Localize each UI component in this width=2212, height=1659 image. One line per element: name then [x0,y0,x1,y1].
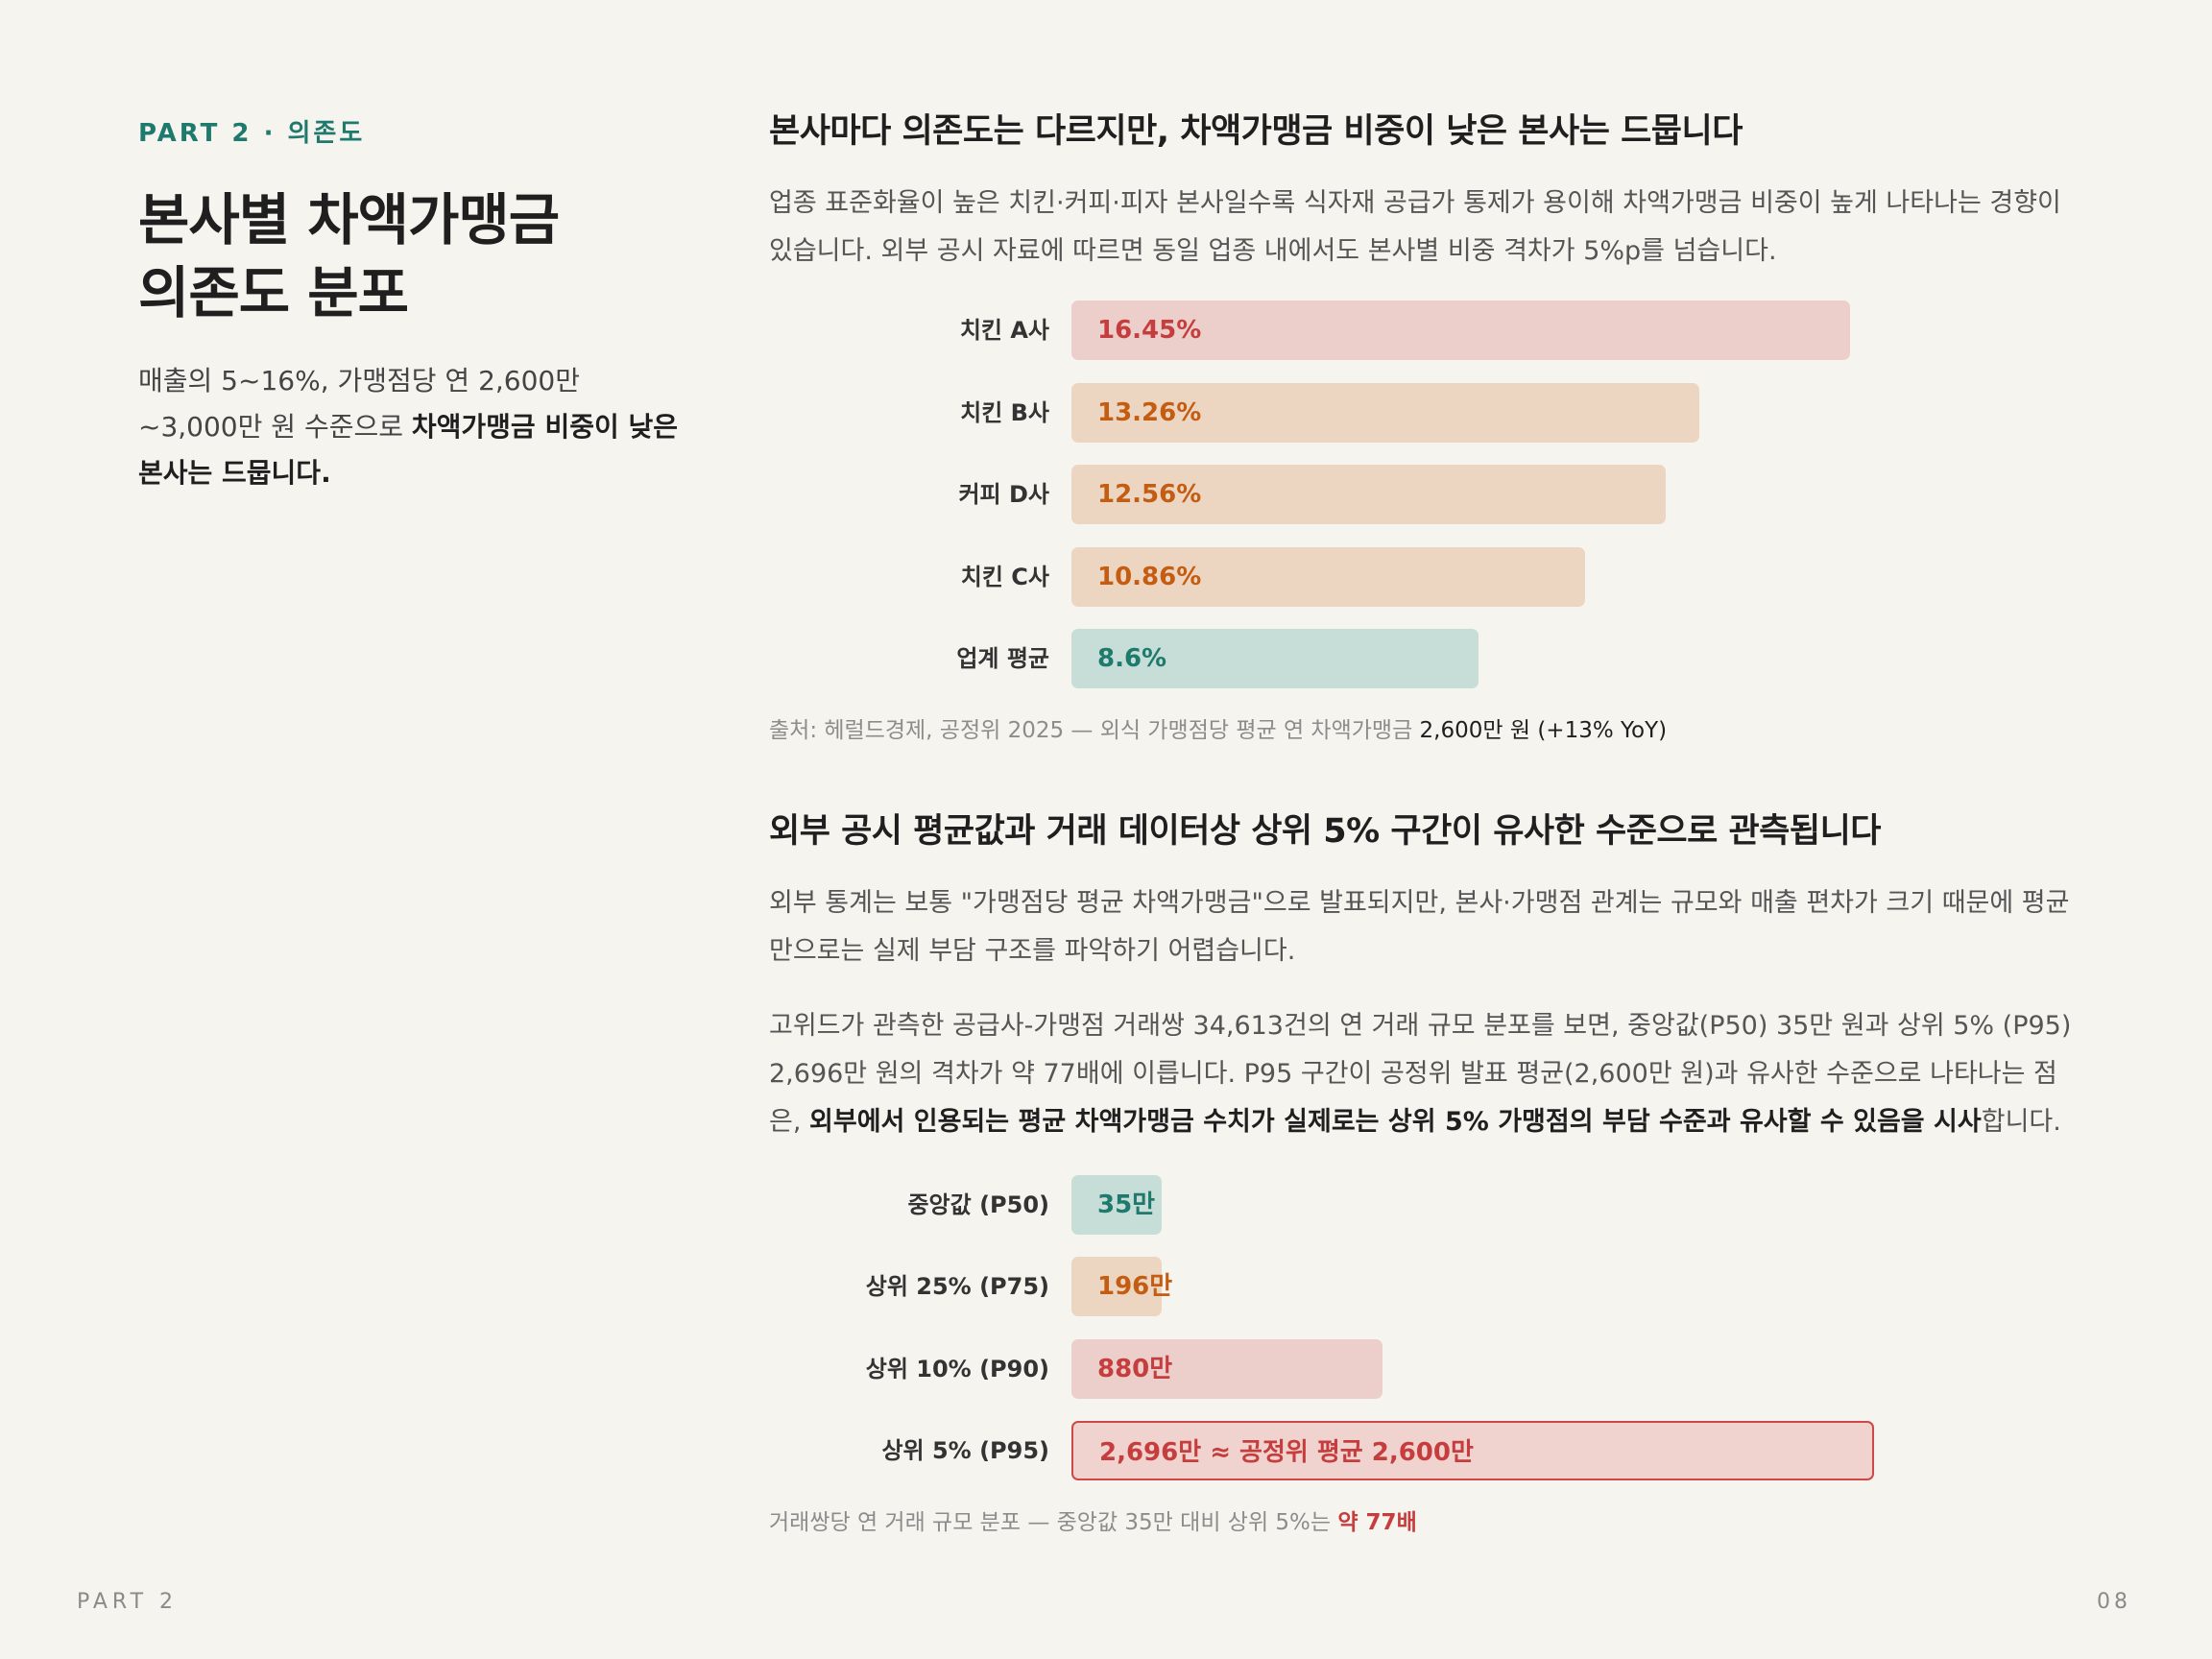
para-2-emphasis: 외부에서 인용되는 평균 차액가맹금 수치가 실제로는 상위 5% 가맹점의 부… [809,1106,1982,1137]
bar-row: 상위 25% (P75) 196만 [769,1257,2075,1316]
bar: 196만 [1071,1257,1172,1316]
bar-value-label: 10.86% [1097,562,1202,591]
bar: 8.6% [1071,629,1479,688]
bar-row: 커피 D사 12.56% [769,465,2075,524]
bar-category-label: 상위 10% (P90) [865,1355,1049,1382]
bar-value-label: 2,696만 ≈ 공정위 평균 2,600만 [1099,1438,1474,1467]
bar-category-label: 중앙값 (P50) [907,1190,1049,1218]
footer-section-label: PART 2 [77,1590,179,1614]
source-text: 거래쌍당 연 거래 규모 분포 — 중앙값 35만 대비 상위 5%는 [769,1509,1338,1535]
summary-emphasis: 차액가맹금 비중이 낮은 본사는 드뭅니다. [138,411,678,489]
bar-row: 업계 평균 8.6% [769,629,2075,688]
bar-category-label: 치킨 B사 [960,398,1049,426]
bar: 10.86% [1071,546,1585,607]
page-title: 본사별 차액가맹금 의존도 분포 [138,183,685,329]
bar-category-label: 치킨 A사 [959,317,1049,344]
para-2-text: 고위드가 관측한 공급사-가맹점 거래쌍 34,613건의 연 거래 규모 분포… [769,1010,2072,1137]
bar-row: 치킨 A사 16.45% [769,301,2075,360]
page-title-line-1: 본사별 차액가맹금 [138,187,560,252]
bar: 880만 [1071,1338,1382,1399]
bar: 13.26% [1071,382,1699,443]
bar-category-label: 치킨 C사 [960,563,1049,590]
section-1-heading: 본사마다 의존도는 다르지만, 차액가맹금 비중이 낮은 본사는 드뭅니다 [769,112,1743,151]
section-2-para-1: 외부 통계는 보통 "가맹점당 평균 차액가맹금"으로 발표되지만, 본사·가맹… [769,887,2070,966]
bar-row: 치킨 B사 13.26% [769,382,2075,443]
right-column: 본사마다 의존도는 다르지만, 차액가맹금 비중이 낮은 본사는 드뭅니다 업종… [769,104,2075,1536]
bar: 2,696만 ≈ 공정위 평균 2,600만 [1071,1421,1874,1480]
source-accent: 약 77배 [1337,1509,1417,1535]
page-summary: 매출의 5~16%, 가맹점당 연 2,600만 ~3,000만 원 수준으로 … [138,358,685,496]
bar-value-label: 13.26% [1097,397,1202,427]
bar-value-label: 12.56% [1097,480,1202,509]
bar-row: 상위 5% (P95) 2,696만 ≈ 공정위 평균 2,600만 [769,1421,2075,1480]
bar: 35만 [1071,1174,1162,1235]
dependency-ratio-bar-chart: 치킨 A사 16.45% 치킨 B사 13.26% 커피 D사 12.56% 치킨 C사 10… [769,301,2075,688]
bar-category-label: 커피 D사 [958,481,1049,508]
page-number: 08 [2097,1590,2131,1614]
source-text: 출처: 헤럴드경제, 공정위 2025 — 외식 가맹점당 평균 연 차액가맹금 [769,717,1420,743]
page-title-line-2: 의존도 분포 [138,260,409,325]
bar-row: 중앙값 (P50) 35만 [769,1174,2075,1235]
section-1-body: 업종 표준화율이 높은 치킨·커피·피자 본사일수록 식자재 공급가 통제가 용… [769,188,2061,266]
bar-value-label: 35만 [1097,1190,1156,1219]
section-2-heading: 외부 공시 평균값과 거래 데이터상 상위 5% 구간이 유사한 수준으로 관측… [769,811,1881,851]
section-eyebrow: PART 2 · 의존도 [138,119,366,148]
bar-value-label: 8.6% [1097,644,1167,673]
bar: 12.56% [1071,465,1666,524]
section-1-source: 출처: 헤럴드경제, 공정위 2025 — 외식 가맹점당 평균 연 차액가맹금… [769,711,2075,744]
section-2-para-2: 고위드가 관측한 공급사-가맹점 거래쌍 34,613건의 연 거래 규모 분포… [769,1002,2075,1146]
section-2-source: 거래쌍당 연 거래 규모 분포 — 중앙값 35만 대비 상위 5%는 약 77… [769,1503,2075,1536]
bar-row: 상위 10% (P90) 880만 [769,1338,2075,1399]
bar-value-label: 16.45% [1097,316,1202,345]
para-2-end: 합니다. [1981,1106,2061,1137]
bar: 16.45% [1071,301,1850,360]
left-column: PART 2 · 의존도 본사별 차액가맹금 의존도 분포 매출의 5~16%,… [138,113,685,496]
bar-value-label: 196만 [1097,1272,1173,1301]
bar-category-label: 상위 25% (P75) [865,1273,1049,1300]
source-highlight: 2,600만 원 (+13% YoY) [1419,717,1668,743]
bar-category-label: 상위 5% (P95) [881,1437,1049,1464]
bar-row: 치킨 C사 10.86% [769,546,2075,607]
bar-category-label: 업계 평균 [956,645,1049,672]
bar-value-label: 880만 [1097,1354,1173,1383]
summary-text: 매출의 5~16%, 가맹점당 연 2,600만 ~3,000만 원 수준으로 [138,365,581,443]
